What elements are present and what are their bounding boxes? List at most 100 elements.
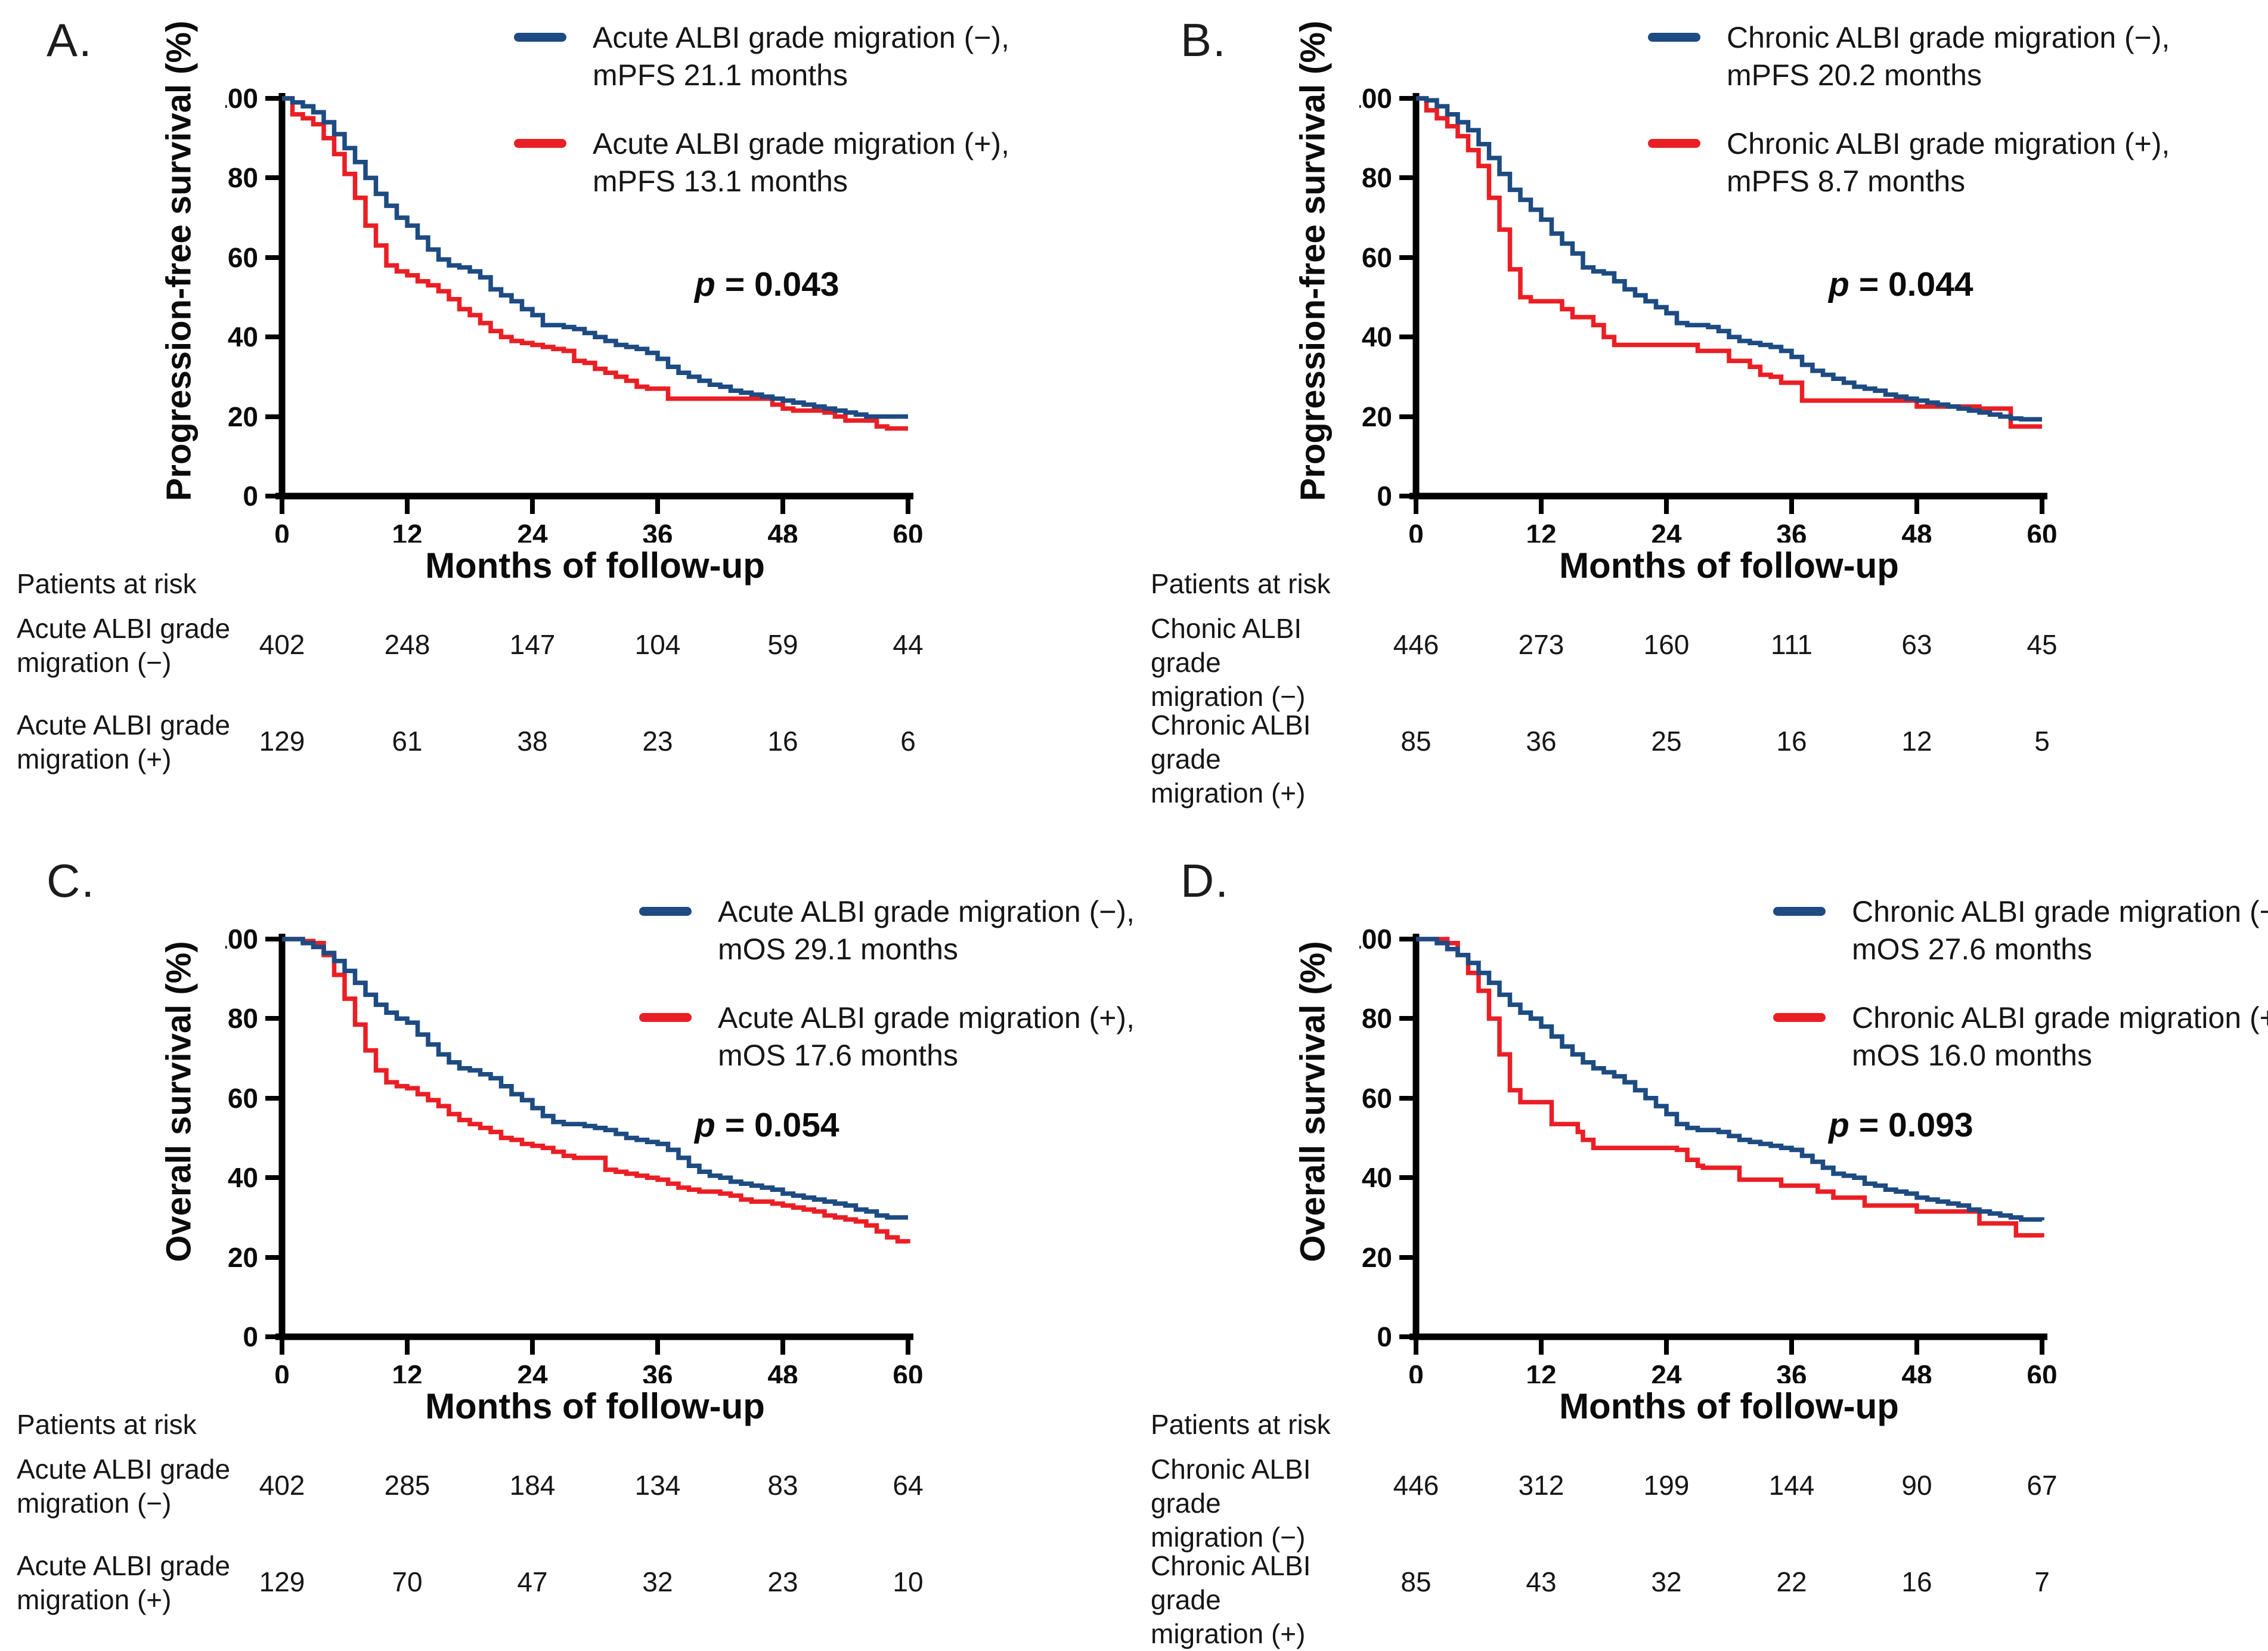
- svg-text:0: 0: [243, 1321, 258, 1352]
- risk-value: 70: [392, 1566, 423, 1597]
- svg-text:60: 60: [228, 1083, 258, 1114]
- legend-entry-negative: Chronic ALBI grade migration (−), mOS 27.…: [1773, 893, 2268, 968]
- svg-text:60: 60: [893, 519, 923, 543]
- svg-text:0: 0: [1377, 1321, 1392, 1352]
- risk-value: 32: [1651, 1566, 1682, 1597]
- legend: Chronic ALBI grade migration (−), mOS 27.…: [1773, 893, 2268, 1105]
- y-axis-label-wrap: Progression-free survival (%): [1272, 20, 1353, 501]
- patients-at-risk-title: Patients at risk: [1151, 568, 1331, 599]
- risk-value: 184: [509, 1470, 556, 1501]
- svg-text:80: 80: [228, 1003, 258, 1034]
- svg-text:24: 24: [1651, 519, 1682, 543]
- risk-value: 144: [1768, 1470, 1815, 1501]
- legend-entry-positive: Chronic ALBI grade migration (+), mOS 16.…: [1773, 999, 2268, 1074]
- km-chart: 0 12 24 36 48 60 0 20 40 60 80 100: [225, 924, 924, 1383]
- legend-entry-negative: Acute ALBI grade migration (−), mPFS 21.1…: [514, 19, 1051, 94]
- legend-label: Chronic ALBI grade migration (−),: [1727, 21, 2170, 54]
- y-tick-labels: 0 20 40 60 80 100: [225, 83, 258, 512]
- survival-curves: [282, 937, 910, 1244]
- risk-row-label: Chronic ALBI grade migration (+): [1151, 710, 1311, 809]
- svg-text:60: 60: [2027, 519, 2057, 543]
- y-tick-labels: 0 20 40 60 80 100: [1359, 83, 1392, 512]
- risk-value: 64: [893, 1470, 924, 1501]
- legend-sublabel: mOS 16.0 months: [1852, 1039, 2092, 1072]
- svg-text:0: 0: [243, 481, 258, 512]
- svg-text:48: 48: [767, 519, 798, 543]
- red-line-swatch: [639, 1013, 692, 1022]
- legend-label: Chronic ALBI grade migration (−),: [1852, 895, 2268, 928]
- y-tick-labels: 0 20 40 60 80 100: [225, 924, 258, 1352]
- risk-value: 5: [2034, 726, 2050, 757]
- legend-label: Acute ALBI grade migration (+),: [718, 1001, 1135, 1034]
- legend-sublabel: mPFS 13.1 months: [593, 165, 848, 198]
- svg-text:24: 24: [517, 1359, 548, 1383]
- risk-value: 90: [1901, 1470, 1932, 1501]
- panel-c: C. Overall survival (%) 0 12 24 36 48 60…: [0, 841, 1135, 1631]
- risk-value: 446: [1393, 1470, 1439, 1501]
- patients-at-risk-title: Patients at risk: [17, 568, 197, 599]
- svg-text:80: 80: [228, 162, 258, 193]
- y-axis-label-wrap: Overall survival (%): [1272, 896, 1353, 1307]
- legend-label: Chronic ALBI grade migration (+),: [1852, 1001, 2268, 1034]
- svg-text:60: 60: [1362, 1083, 1392, 1114]
- risk-value: 45: [2027, 629, 2058, 660]
- blue-line-swatch: [1648, 33, 1700, 42]
- svg-text:48: 48: [1901, 519, 1932, 543]
- x-tick-labels: 0 12 24 36 48 60: [274, 1359, 923, 1383]
- risk-row-label: Acute ALBI grade migration (−): [17, 613, 231, 678]
- svg-text:40: 40: [1362, 1162, 1392, 1193]
- risk-value: 43: [1526, 1566, 1557, 1597]
- p-value: p = 0.044: [1829, 265, 1973, 303]
- risk-value: 446: [1393, 629, 1439, 660]
- svg-text:60: 60: [228, 242, 258, 273]
- legend: Chronic ALBI grade migration (−), mPFS 20…: [1648, 19, 2185, 231]
- risk-value: 10: [893, 1566, 924, 1597]
- svg-text:20: 20: [228, 1242, 258, 1273]
- p-value: p = 0.054: [695, 1106, 839, 1144]
- risk-value: 25: [1651, 726, 1682, 757]
- risk-value: 16: [1901, 1566, 1932, 1597]
- legend-label: Acute ALBI grade migration (+),: [593, 127, 1009, 160]
- y-axis-label-wrap: Progression-free survival (%): [138, 20, 219, 501]
- svg-text:12: 12: [392, 1359, 422, 1383]
- risk-value: 36: [1526, 726, 1557, 757]
- risk-value: 199: [1643, 1470, 1690, 1501]
- risk-value: 63: [1901, 629, 1932, 660]
- legend: Acute ALBI grade migration (−), mOS 29.1 …: [639, 893, 1176, 1105]
- svg-text:0: 0: [1408, 1359, 1424, 1383]
- legend-entry-positive: Chronic ALBI grade migration (+), mPFS 8.…: [1648, 125, 2185, 200]
- svg-text:48: 48: [767, 1359, 798, 1383]
- risk-value: 312: [1518, 1470, 1564, 1501]
- svg-text:0: 0: [274, 1359, 290, 1383]
- legend-sublabel: mPFS 20.2 months: [1727, 58, 1982, 92]
- risk-value: 38: [517, 726, 548, 757]
- risk-value: 16: [1776, 726, 1807, 757]
- risk-value: 16: [767, 726, 798, 757]
- svg-text:40: 40: [228, 1162, 258, 1193]
- svg-text:0: 0: [1408, 519, 1424, 543]
- risk-value: 111: [1771, 629, 1812, 660]
- legend-entry-negative: Acute ALBI grade migration (−), mOS 29.1 …: [639, 893, 1176, 968]
- risk-value: 44: [893, 629, 924, 660]
- y-tick-labels: 0 20 40 60 80 100: [1359, 924, 1392, 1352]
- x-tick-labels: 0 12 24 36 48 60: [1408, 519, 2057, 543]
- svg-text:100: 100: [1359, 83, 1392, 114]
- svg-text:0: 0: [274, 519, 290, 543]
- p-value: p = 0.043: [695, 265, 839, 303]
- risk-row-label: Acute ALBI grade migration (+): [17, 710, 231, 775]
- svg-text:60: 60: [1362, 242, 1392, 273]
- x-axis-title: Months of follow-up: [1559, 1386, 1899, 1426]
- panel-c-letter: C.: [47, 854, 95, 907]
- risk-value: 273: [1518, 629, 1564, 660]
- svg-text:36: 36: [1776, 519, 1807, 543]
- panel-d: D. Overall survival (%) 0 12 24 36 48 60…: [1134, 841, 2268, 1649]
- tick-marks: [1399, 96, 2044, 514]
- y-axis-label: Progression-free survival (%): [159, 20, 199, 501]
- risk-value: 104: [634, 629, 681, 660]
- svg-text:20: 20: [228, 401, 258, 432]
- legend-label: Acute ALBI grade migration (−),: [593, 21, 1009, 54]
- risk-row-label: Chonic ALBI grade migration (−): [1151, 613, 1306, 712]
- svg-text:40: 40: [1362, 321, 1392, 352]
- risk-value: 129: [259, 1566, 305, 1597]
